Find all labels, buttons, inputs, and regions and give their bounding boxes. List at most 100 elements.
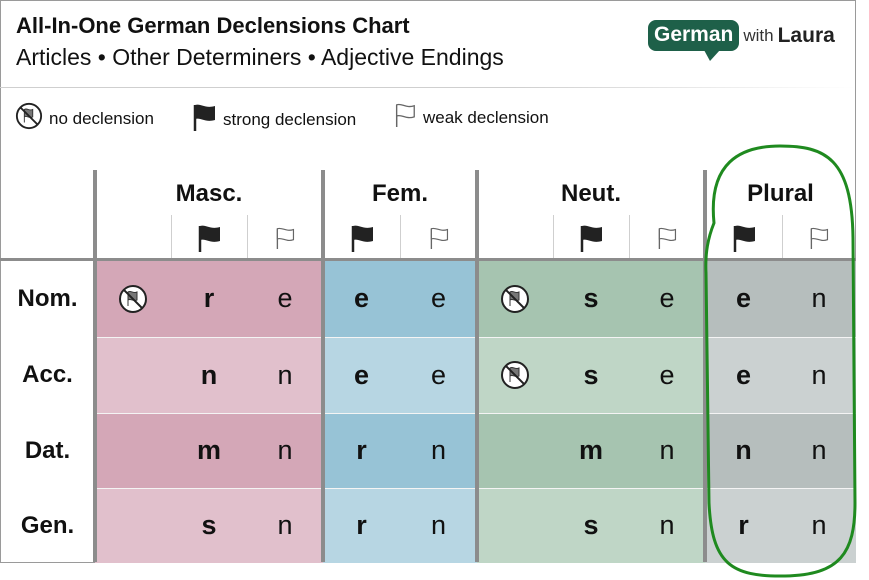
ending-text: n (811, 510, 827, 540)
table-cell: r (171, 260, 247, 337)
table-cell: m (171, 413, 247, 488)
ending-text: s (583, 359, 599, 390)
weak-declension-icon (247, 215, 323, 260)
ending-text: e (659, 283, 675, 313)
weak-declension-icon (400, 215, 477, 260)
ending-text: n (277, 435, 293, 465)
case-label: Gen. (20, 511, 75, 539)
group-divider (321, 170, 325, 562)
table-cell: n (400, 488, 477, 563)
column-divider (629, 215, 630, 260)
ending-text: e (353, 359, 370, 390)
group-divider (475, 170, 479, 562)
ending-text: n (200, 359, 218, 390)
table-cell: e (705, 260, 782, 337)
column-divider (782, 215, 783, 260)
legend-label: no declension (49, 108, 154, 128)
ending-text: e (277, 283, 293, 313)
table-cell: n (247, 337, 323, 413)
gender-header-plural: Plural (747, 180, 814, 207)
ending-text: r (356, 510, 367, 540)
table-cell (95, 413, 171, 488)
weak-declension-icon (782, 215, 856, 260)
table-cell: r (323, 413, 400, 488)
gender-header-masc: Masc. (175, 180, 243, 207)
logo-german: German (648, 20, 740, 61)
column-divider (171, 215, 172, 260)
ending-text: n (277, 510, 293, 540)
page-subtitle: Articles • Other Determiners • Adjective… (16, 44, 504, 70)
ending-text: e (430, 359, 447, 390)
table-cell (477, 488, 553, 563)
legend-weak-declension: weak declension (393, 102, 549, 133)
no-declension-icon (477, 260, 553, 337)
legend-no-declension: no declension (15, 102, 154, 135)
ending-text: s (583, 283, 599, 313)
case-label: Dat. (24, 436, 71, 464)
ending-text: r (356, 435, 367, 465)
table-cell: r (705, 488, 782, 563)
table-cell: n (705, 413, 782, 488)
table-cell: s (553, 260, 629, 337)
logo-with: with (743, 25, 774, 45)
table-cell: s (171, 488, 247, 563)
ending-text: e (353, 283, 370, 313)
header-divider (0, 87, 856, 88)
logo-laura: Laura (777, 23, 835, 47)
table-cell: n (782, 337, 856, 413)
weak-declension-icon (393, 102, 423, 133)
column-divider (553, 215, 554, 260)
logo: German with Laura (648, 20, 835, 61)
weak-declension-icon (629, 215, 705, 260)
ending-text: n (811, 283, 827, 313)
table-cell: m (553, 413, 629, 488)
ending-text: r (203, 283, 215, 313)
table-cell: n (782, 413, 856, 488)
strong-declension-icon (705, 215, 782, 260)
table-cell (95, 337, 171, 413)
ending-text: e (735, 283, 752, 313)
ending-text: e (735, 359, 752, 390)
page-title: All-In-One German Declensions Chart (16, 13, 410, 38)
ending-text: n (659, 435, 675, 465)
case-label: Nom. (17, 284, 78, 312)
table-cell: n (782, 488, 856, 563)
table-cell: e (323, 337, 400, 413)
table-cell: s (553, 337, 629, 413)
gender-header-neut: Neut. (561, 180, 621, 207)
case-label: Acc. (22, 361, 73, 388)
ending-text: m (578, 435, 603, 465)
no-declension-icon (95, 260, 171, 337)
table-cell: r (323, 488, 400, 563)
table-cell: e (629, 260, 705, 337)
table-cell: n (629, 488, 705, 563)
table-cell: e (705, 337, 782, 413)
table-cell: e (400, 260, 477, 337)
strong-declension-icon (171, 215, 247, 260)
ending-text: n (735, 435, 752, 465)
column-divider (400, 215, 401, 260)
table-cell: e (323, 260, 400, 337)
group-divider (703, 170, 707, 562)
ending-text: n (659, 510, 675, 540)
ending-text: e (659, 359, 675, 390)
table-cell: n (400, 413, 477, 488)
strong-declension-icon (191, 102, 223, 137)
no-declension-icon (477, 337, 553, 413)
table-cell: e (629, 337, 705, 413)
no-declension-icon (15, 102, 49, 135)
ending-text: m (196, 435, 221, 465)
ending-text: n (277, 359, 293, 390)
table-cell (477, 413, 553, 488)
strong-declension-icon (553, 215, 629, 260)
table-cell (95, 488, 171, 563)
table-cell: n (247, 413, 323, 488)
table-cell: e (247, 260, 323, 337)
legend-label: strong declension (223, 109, 357, 129)
ending-text: n (430, 435, 447, 465)
table-cell: n (782, 260, 856, 337)
legend-strong-declension: strong declension (191, 102, 356, 137)
table-cell: n (247, 488, 323, 563)
ending-text: e (430, 283, 447, 313)
strong-declension-icon (323, 215, 400, 260)
